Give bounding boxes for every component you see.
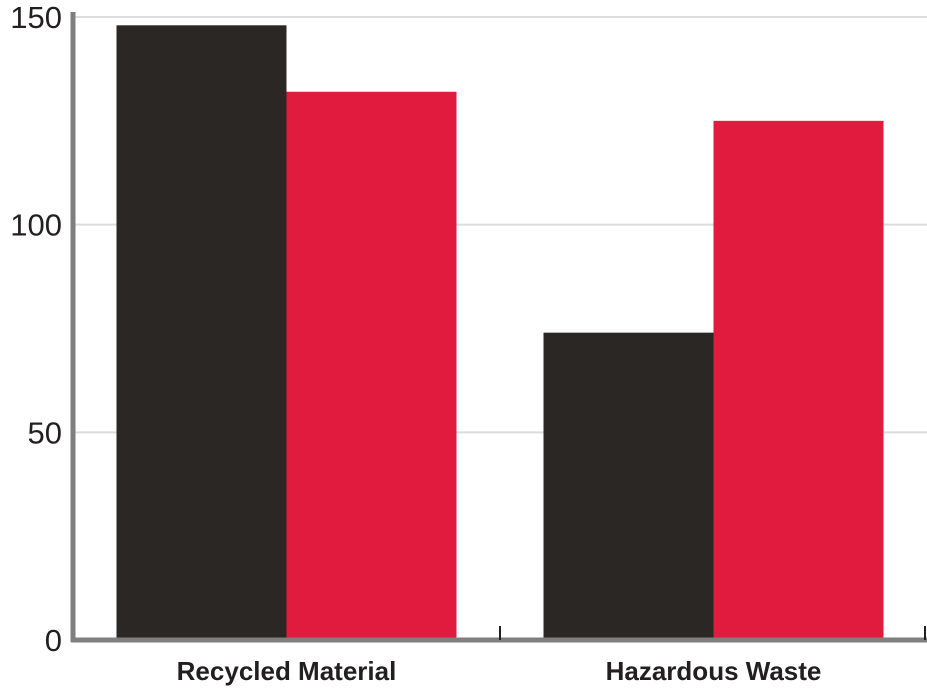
bar-recycled-material-series-1 bbox=[116, 25, 287, 641]
bar-hazardous-waste-series-1 bbox=[543, 332, 714, 640]
x-tick-label-hazardous-waste: Hazardous Waste bbox=[606, 656, 822, 686]
y-tick-label-150: 150 bbox=[10, 0, 62, 35]
tick-labels: 0 50 100 150 Recycled Material Hazardous Wast… bbox=[10, 0, 821, 686]
y-tick-label-0: 0 bbox=[45, 623, 62, 658]
bar-hazardous-waste-series-2 bbox=[713, 120, 884, 641]
x-tick-label-recycled-material: Recycled Material bbox=[177, 656, 397, 686]
y-tick-label-50: 50 bbox=[28, 415, 62, 450]
bar-recycled-material-series-2 bbox=[286, 91, 457, 640]
bars bbox=[116, 25, 884, 641]
y-tick-label-100: 100 bbox=[10, 208, 62, 243]
axes bbox=[70, 12, 927, 643]
